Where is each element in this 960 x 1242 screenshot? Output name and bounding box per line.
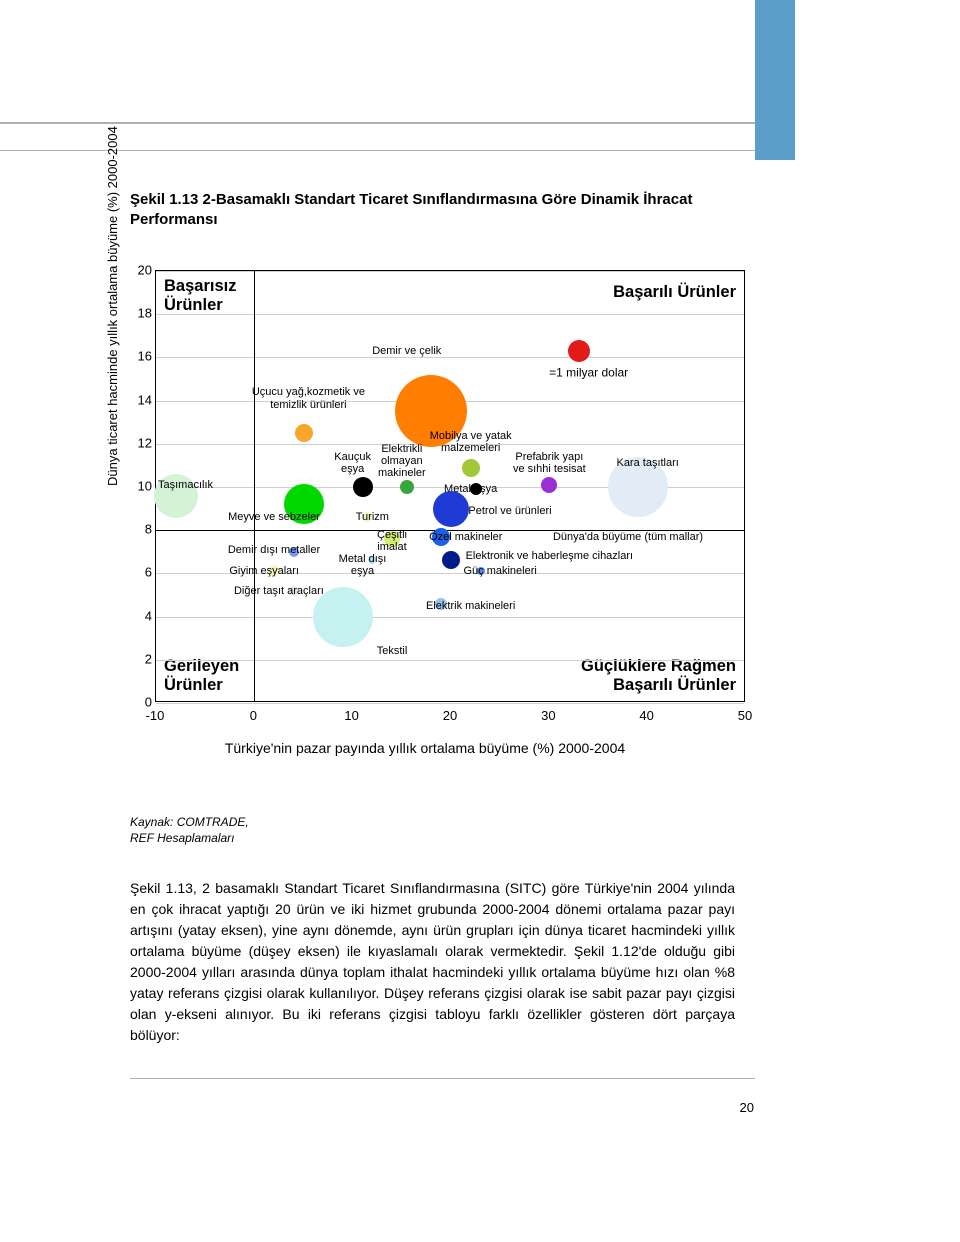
x-tick: 20	[443, 708, 457, 723]
quadrant-top-left: BaşarısızÜrünler	[164, 277, 236, 315]
x-axis-label: Türkiye'nin pazar payında yıllık ortalam…	[105, 740, 745, 756]
bubble	[400, 480, 414, 494]
bubble-label: Meyve ve sebzeler	[228, 511, 320, 523]
bubble	[295, 424, 313, 442]
source-line-1: Kaynak: COMTRADE,	[130, 815, 249, 829]
gridline	[156, 314, 744, 315]
footer-rule	[130, 1078, 755, 1079]
bubble-label: Elektronik ve haberleşme cihazları	[466, 550, 634, 562]
plot-area: BaşarısızÜrünler Başarılı Ürünler Gerile…	[155, 270, 745, 702]
y-axis-label: Dünya ticaret hacminde yıllık ortalama b…	[105, 126, 120, 486]
bubble	[313, 587, 373, 647]
bubble-label: Diğer taşıt araçları	[234, 585, 324, 597]
gridline	[156, 660, 744, 661]
bubble-label: Elektrikliolmayanmakineler	[378, 443, 426, 479]
bubble-label: Demir ve çelik	[372, 345, 441, 357]
bubble-label: Dünya'da büyüme (tüm mallar)	[553, 531, 703, 543]
x-tick: 10	[344, 708, 358, 723]
y-tick: 10	[130, 479, 152, 494]
body-paragraph: Şekil 1.13, 2 basamaklı Standart Ticaret…	[130, 878, 735, 1046]
quadrant-bottom-right: Güçlüklere RağmenBaşarılı Ürünler	[581, 657, 736, 695]
figure-title: Şekil 1.13 2-Basamaklı Standart Ticaret …	[130, 190, 730, 231]
bubble-chart: Dünya ticaret hacminde yıllık ortalama b…	[105, 270, 745, 770]
gridline	[156, 617, 744, 618]
y-tick: 14	[130, 392, 152, 407]
bubble-label: Mobilya ve yatakmalzemeleri	[430, 430, 512, 454]
side-accent	[755, 0, 795, 160]
bubble-label: Çeşitliimalat	[377, 529, 407, 553]
bubble-label: Prefabrik yapıve sıhhi tesisat	[513, 451, 586, 475]
bubble-label: Demir dışı metaller	[228, 544, 320, 556]
bubble	[353, 477, 373, 497]
bubble-label: Kauçukeşya	[334, 451, 371, 475]
bubble-label: Kara taşıtları	[616, 457, 678, 469]
bubble-label: Giyim eşyaları	[229, 565, 299, 577]
bubble-label: Taşımacılık	[158, 479, 213, 491]
y-tick: 12	[130, 435, 152, 450]
y-tick: 18	[130, 306, 152, 321]
bubble-label: Metal dışıeşya	[339, 553, 387, 577]
source-line-2: REF Hesaplamaları	[130, 831, 249, 847]
bubble-label: Uçucu yağ,kozmetik vetemizlik ürünleri	[252, 386, 365, 410]
ref-vline	[254, 271, 255, 701]
bubble	[541, 477, 557, 493]
x-tick: 30	[541, 708, 555, 723]
bubble	[433, 491, 469, 527]
y-tick: 6	[130, 565, 152, 580]
bubble-label: Turizm	[356, 511, 389, 523]
quadrant-top-right: Başarılı Ürünler	[613, 283, 736, 302]
bubble-label: Petrol ve ürünleri	[468, 505, 551, 517]
bubble	[442, 551, 460, 569]
bubble-label: Özel makineler	[429, 531, 502, 543]
source-caption: Kaynak: COMTRADE, REF Hesaplamaları	[130, 815, 249, 846]
gridline	[156, 271, 744, 272]
x-tick: 50	[738, 708, 752, 723]
x-tick: 40	[639, 708, 653, 723]
x-tick: -10	[146, 708, 165, 723]
header-rule-1	[0, 122, 755, 124]
y-tick: 4	[130, 608, 152, 623]
legend-size-bubble	[568, 340, 590, 362]
legend-size-label: =1 milyar dolar	[549, 366, 628, 379]
y-tick: 8	[130, 522, 152, 537]
y-tick: 16	[130, 349, 152, 364]
quadrant-bottom-left: GerileyenÜrünler	[164, 657, 239, 695]
y-tick: 2	[130, 651, 152, 666]
bubble	[462, 459, 480, 477]
bubble-label: Tekstil	[377, 645, 408, 657]
x-tick: 0	[250, 708, 257, 723]
bubble-label: Güç makineleri	[463, 565, 536, 577]
page-number: 20	[740, 1100, 754, 1115]
bubble-label: Elektrik makineleri	[426, 600, 515, 612]
gridline	[156, 703, 744, 704]
gridline	[156, 357, 744, 358]
y-tick: 20	[130, 263, 152, 278]
